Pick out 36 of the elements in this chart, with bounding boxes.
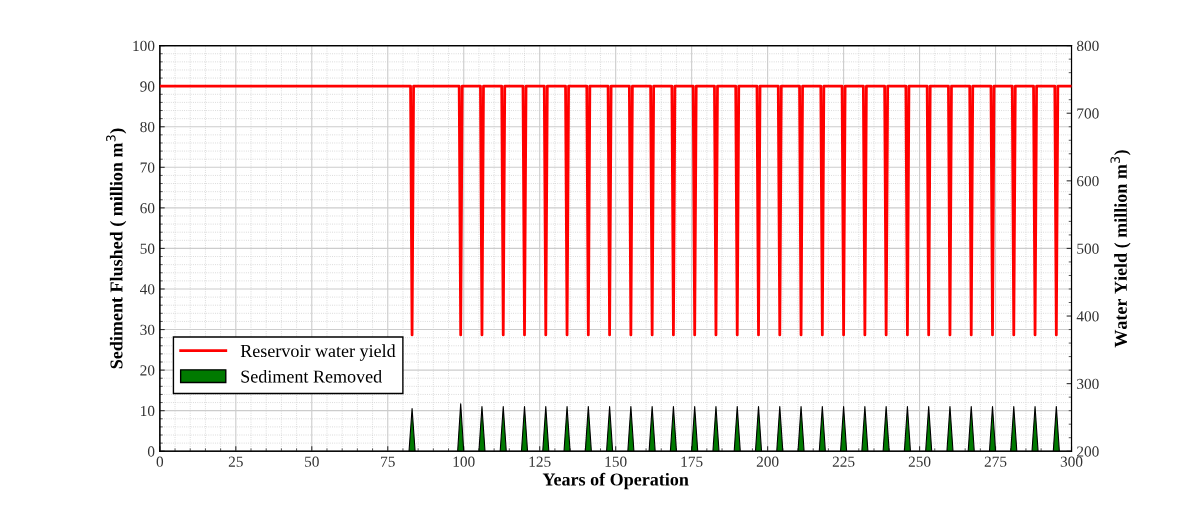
y-tick-label: 20: [140, 365, 155, 376]
x-tick-label: 175: [681, 456, 703, 467]
x-tick-label: 75: [381, 456, 395, 467]
y2-tick-label: 300: [1077, 378, 1099, 390]
y-tick-label: 100: [133, 40, 155, 52]
x-tick-label: 275: [984, 456, 1007, 467]
legend-label: Sediment Removed: [241, 369, 382, 383]
legend-label: Reservoir water yield: [240, 344, 396, 361]
x-tick-label: 300: [1060, 456, 1083, 467]
y2-tick-label: 200: [1077, 446, 1099, 457]
y-tick-label: 40: [140, 284, 155, 295]
x-tick-label: 200: [756, 456, 779, 467]
y2-tick-label: 600: [1077, 175, 1099, 187]
y2-tick-label: 500: [1077, 243, 1099, 254]
x-tick-label: 150: [605, 456, 627, 467]
y-tick-label: 70: [140, 162, 155, 173]
y2-tick-label: 700: [1077, 108, 1099, 119]
y-tick-label: 80: [140, 121, 155, 133]
y2-tick-label: 400: [1076, 311, 1099, 322]
y-tick-label: 90: [140, 81, 155, 92]
x-tick-label: 50: [305, 456, 319, 467]
y-axis-title: Sediment Flushed ( million m$^{3}$): [106, 128, 127, 369]
x-tick-label: 25: [228, 456, 243, 467]
y2-tick-label: 800: [1076, 40, 1099, 52]
x-axis-title: Years of Operation: [542, 472, 689, 490]
y-tick-label: 50: [140, 243, 155, 254]
y-tick-label: 10: [141, 405, 155, 417]
x-tick-label: 0: [156, 456, 164, 467]
x-tick-label: 125: [529, 456, 551, 467]
y-tick-label: 60: [140, 203, 155, 214]
y2-axis-title: Water Yield ( million m$^{3}$): [1110, 150, 1131, 348]
y-tick-label: 0: [147, 446, 155, 457]
x-tick-label: 250: [908, 456, 931, 467]
y-tick-label: 30: [140, 324, 155, 335]
x-tick-label: 225: [832, 456, 855, 467]
x-tick-label: 100: [453, 456, 475, 467]
